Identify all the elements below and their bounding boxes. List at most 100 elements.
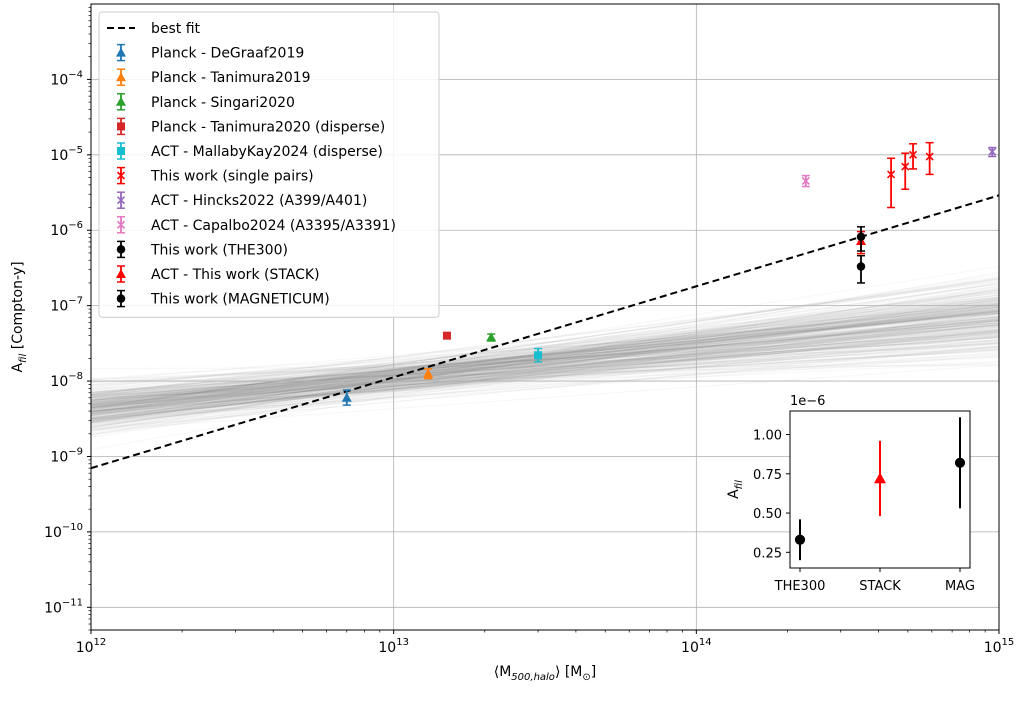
posterior-line <box>91 363 999 383</box>
data-point <box>423 368 434 378</box>
legend-label: Planck - Tanimura2020 (disperse) <box>151 119 385 135</box>
posterior-line <box>91 336 999 403</box>
posterior-line <box>91 316 999 407</box>
posterior-line <box>91 336 999 402</box>
posterior-line <box>91 329 999 420</box>
series-this-work-magneticum- <box>856 226 866 252</box>
posterior-line <box>91 305 999 405</box>
x-axis-label-part: 500,halo <box>511 672 555 683</box>
posterior-line <box>91 337 999 396</box>
series-this-work-single-pairs- <box>887 141 934 209</box>
x-axis-label: ⟨M500,halo⟩ [M⊙] <box>494 664 597 683</box>
series-planck-degraaf2019 <box>341 389 352 406</box>
posterior-line <box>91 305 999 394</box>
inset-y-tick-label: 0.50 <box>753 507 782 522</box>
posterior-line <box>91 330 999 426</box>
posterior-line <box>91 353 999 396</box>
posterior-line <box>91 273 999 420</box>
inset-x-tick-label: THE300 <box>774 579 826 594</box>
posterior-line <box>91 328 999 420</box>
posterior-line <box>91 323 999 403</box>
posterior-line <box>91 289 999 423</box>
posterior-line <box>91 318 999 393</box>
posterior-line <box>91 345 999 401</box>
posterior-line <box>91 326 999 420</box>
posterior-line <box>91 322 999 434</box>
posterior-line <box>91 346 999 430</box>
posterior-line <box>91 322 999 413</box>
posterior-line <box>91 318 999 410</box>
y-axis-label-part: A <box>10 363 26 373</box>
posterior-line <box>91 319 999 401</box>
y-tick-label-exponent: −5 <box>68 145 83 156</box>
posterior-line <box>91 306 999 400</box>
posterior-line <box>91 307 999 405</box>
posterior-line <box>91 325 999 403</box>
posterior-line <box>91 304 999 404</box>
posterior-line <box>91 310 999 409</box>
posterior-line <box>91 301 999 413</box>
posterior-line <box>91 343 999 413</box>
best-fit-line <box>91 194 999 470</box>
posterior-line <box>91 307 999 412</box>
inset-y-tick-label: 0.25 <box>753 546 782 561</box>
posterior-line <box>91 331 999 414</box>
posterior-line <box>91 332 999 387</box>
posterior-line <box>91 299 999 421</box>
posterior-line <box>91 329 999 383</box>
x-tick-label-exponent: 13 <box>396 637 409 648</box>
data-point <box>486 332 497 342</box>
posterior-line <box>91 339 999 401</box>
posterior-line <box>91 322 999 396</box>
posterior-line <box>91 307 999 418</box>
posterior-line <box>91 294 999 418</box>
posterior-line <box>91 306 999 415</box>
data-point <box>925 152 934 161</box>
posterior-line <box>91 342 999 415</box>
y-axis-label: Afil [Compton-y] <box>10 261 29 372</box>
posterior-line <box>91 308 999 413</box>
posterior-line <box>91 311 999 411</box>
posterior-line <box>91 313 999 417</box>
series-act-capalbo2024-a3395-a3391- <box>801 174 810 188</box>
posterior-line <box>91 310 999 415</box>
posterior-line <box>91 352 999 420</box>
posterior-line <box>91 309 999 414</box>
posterior-line <box>91 327 999 416</box>
posterior-line <box>91 309 999 417</box>
legend-box <box>98 11 440 318</box>
inset-y-axis-label: Afil <box>726 480 745 499</box>
legend-handle-marker <box>116 96 126 106</box>
data-point <box>534 351 543 360</box>
posterior-line <box>91 293 999 415</box>
data-point <box>908 150 918 159</box>
posterior-line <box>91 346 999 412</box>
posterior-line <box>91 310 999 406</box>
series-act-mallabykay2024-disperse- <box>534 347 543 363</box>
posterior-line <box>91 310 999 407</box>
posterior-line <box>91 297 999 416</box>
posterior-line <box>91 347 999 399</box>
y-tick-label-exponent: −4 <box>68 69 83 80</box>
inset-data-point <box>874 472 886 484</box>
posterior-line <box>91 333 999 406</box>
posterior-line <box>91 316 999 380</box>
posterior-line <box>91 275 999 411</box>
posterior-line <box>91 300 999 410</box>
posterior-line <box>91 308 999 405</box>
y-tick-label-base: 10 <box>44 525 62 541</box>
x-axis-label-part: ] <box>591 664 596 680</box>
posterior-line <box>91 312 999 403</box>
posterior-line <box>91 329 999 408</box>
series-planck-tanimura2020-disperse- <box>442 331 451 340</box>
posterior-line <box>91 312 999 391</box>
posterior-line <box>91 319 999 389</box>
posterior-line <box>91 279 999 396</box>
posterior-line <box>91 309 999 400</box>
legend-label: ACT - This work (STACK) <box>151 267 320 283</box>
posterior-line <box>91 349 999 407</box>
posterior-line <box>91 354 999 422</box>
posterior-line <box>91 281 999 396</box>
posterior-line <box>91 297 999 409</box>
